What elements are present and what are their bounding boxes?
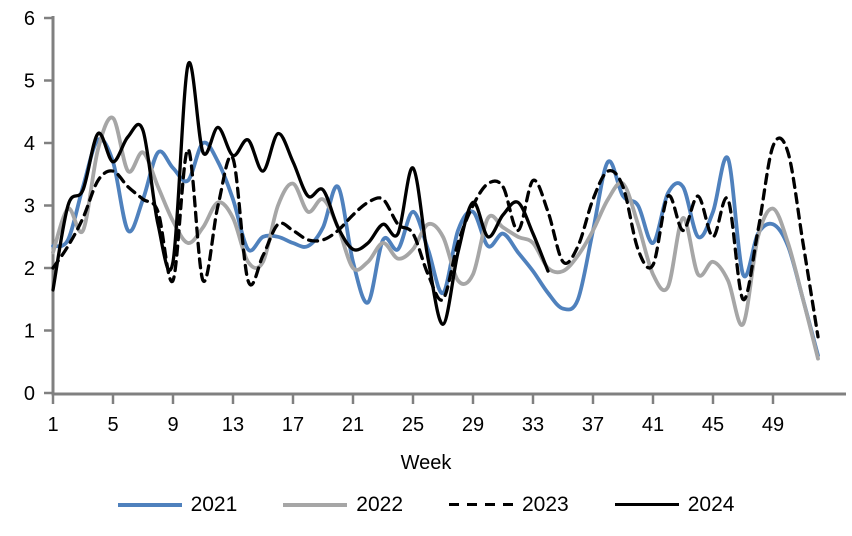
y-tick-label: 0 bbox=[24, 383, 35, 405]
y-tick-label: 1 bbox=[24, 321, 35, 343]
legend-swatch-2023 bbox=[449, 502, 513, 507]
x-tick-label: 25 bbox=[402, 414, 424, 436]
legend-label-2022: 2022 bbox=[356, 493, 403, 516]
x-tick-label: 13 bbox=[222, 414, 244, 436]
x-tick-label: 1 bbox=[47, 414, 58, 436]
y-tick-label: 5 bbox=[24, 71, 35, 93]
legend-label-2024: 2024 bbox=[687, 493, 735, 516]
legend-swatch-2021 bbox=[117, 502, 182, 507]
legend-swatch-2024 bbox=[614, 502, 679, 507]
x-tick-label: 37 bbox=[582, 414, 604, 436]
legend-item-2023: 2023 bbox=[449, 494, 569, 515]
x-tick-label: 17 bbox=[282, 414, 304, 436]
y-tick-label: 6 bbox=[24, 8, 35, 30]
x-axis-title: Week bbox=[400, 452, 452, 474]
x-tick-label: 21 bbox=[342, 414, 364, 436]
legend-swatch-2022 bbox=[283, 502, 348, 507]
x-tick-label: 49 bbox=[762, 414, 784, 436]
x-tick-label: 9 bbox=[167, 414, 178, 436]
legend-label-2023: 2023 bbox=[522, 493, 569, 516]
x-tick-label: 41 bbox=[642, 414, 664, 436]
legend-item-2021: 2021 bbox=[117, 493, 238, 516]
y-tick-label: 4 bbox=[24, 133, 35, 155]
x-tick-label: 29 bbox=[462, 414, 484, 436]
legend-item-2024: 2024 bbox=[614, 493, 735, 516]
series-line-2021 bbox=[51, 137, 820, 358]
x-tick-label: 45 bbox=[702, 414, 724, 436]
series-line-2024 bbox=[51, 60, 550, 326]
series-line-2022 bbox=[51, 115, 820, 361]
x-tick-label: 33 bbox=[522, 414, 544, 436]
legend-item-2022: 2022 bbox=[283, 494, 403, 515]
legend-label-2021: 2021 bbox=[190, 493, 238, 516]
y-tick-label: 2 bbox=[24, 258, 35, 280]
chart-legend: 2021 2022 2023 2024 bbox=[0, 494, 852, 515]
x-tick-label: 5 bbox=[107, 414, 118, 436]
y-tick-label: 3 bbox=[24, 196, 35, 218]
